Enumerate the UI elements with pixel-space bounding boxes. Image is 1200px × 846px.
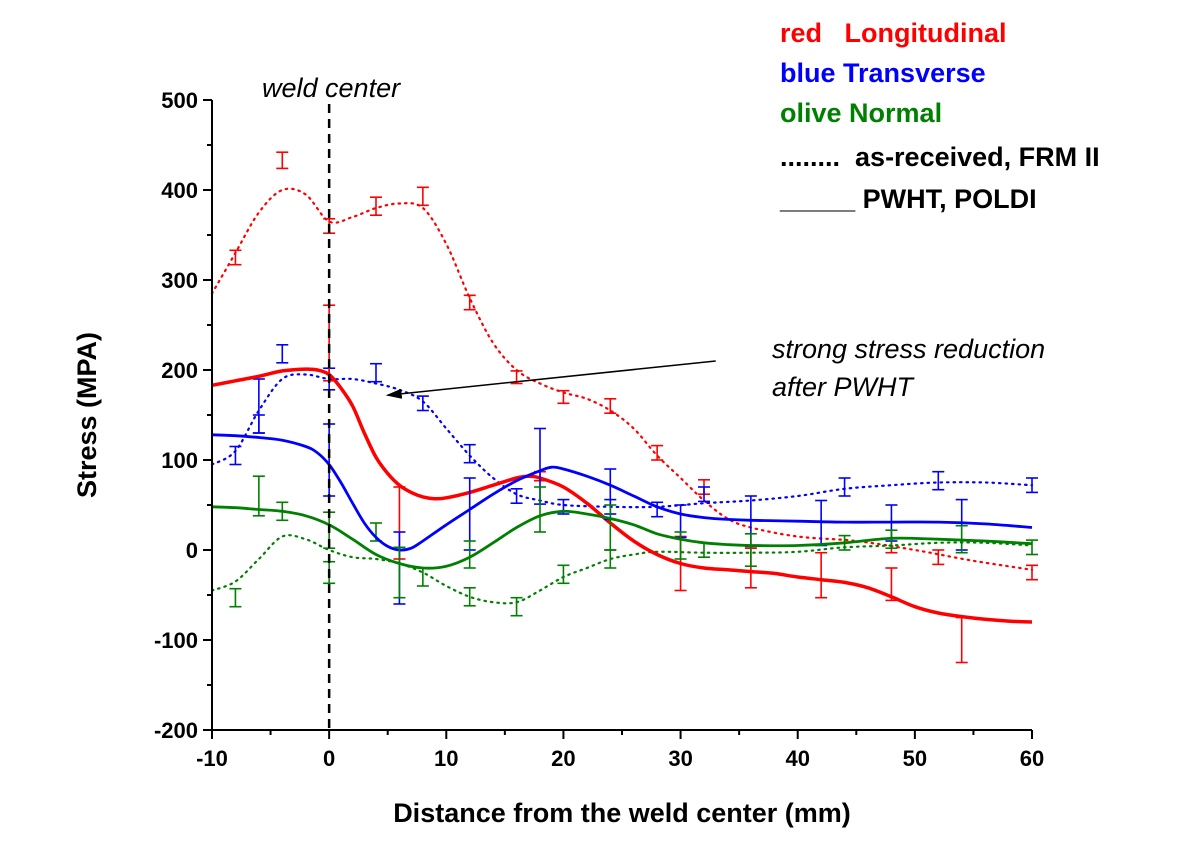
legend-prefix: olive (780, 98, 842, 128)
stress-reduction-label-line2: after PWHT (772, 372, 916, 402)
legend-entry-normal: olive Normal (780, 98, 942, 128)
y-tick-label: -200 (154, 718, 198, 743)
error-bar (674, 531, 687, 560)
error-bar (698, 541, 710, 559)
legend-gap (842, 98, 850, 128)
legend-gap (822, 18, 845, 48)
error-bar (393, 546, 406, 599)
error-bar (463, 443, 476, 464)
error-bar (885, 567, 898, 602)
error-bar (463, 477, 476, 551)
x-tick-label: 60 (1020, 746, 1044, 771)
error-bar (557, 389, 570, 405)
legend-label: PWHT, POLDI (863, 184, 1037, 214)
error-bar (463, 586, 476, 607)
y-tick-label: 200 (161, 358, 198, 383)
error-bar (416, 567, 429, 587)
x-tick-label: 20 (551, 746, 575, 771)
error-bar (744, 532, 757, 568)
legend-gap (840, 142, 855, 172)
error-bar (510, 487, 523, 505)
series-line (211, 433, 1033, 552)
error-bar (276, 151, 289, 170)
x-tick-label: 10 (434, 746, 458, 771)
annotation-layer (327, 104, 716, 730)
error-bar (229, 587, 242, 608)
series-line (210, 534, 1034, 605)
error-bar (698, 486, 710, 503)
error-bar (932, 470, 945, 491)
legend-entry-transverse: blue Transverse (780, 58, 986, 88)
y-tick-label: -100 (154, 628, 198, 653)
error-bar (416, 186, 429, 207)
error-bar (815, 551, 828, 599)
x-axis-title: Distance from the weld center (mm) (393, 798, 851, 828)
stress-reduction-label-line1: strong stress reduction (772, 334, 1045, 364)
error-bar (651, 444, 664, 461)
error-bar (463, 294, 476, 311)
error-bar (416, 395, 429, 412)
series-layer (210, 151, 1038, 664)
error-bar (252, 475, 265, 517)
x-tick-label: -10 (196, 746, 228, 771)
error-bar (955, 616, 968, 664)
legend: red Longitudinal blue Transverse olive N… (779, 18, 1100, 214)
error-bar (557, 564, 570, 585)
stress-reduction-arrow (385, 360, 716, 399)
y-tick-label: 300 (161, 268, 198, 293)
weld-center-label: weld center (262, 73, 401, 103)
legend-prefix: red (780, 18, 822, 48)
y-axis-title: Stress (MPA) (72, 332, 102, 498)
series-line (211, 505, 1033, 570)
x-tick-label: 0 (323, 746, 335, 771)
y-tick-label: 0 (186, 538, 198, 563)
error-bar (604, 504, 617, 551)
x-tick-label: 40 (785, 746, 809, 771)
error-bar (838, 477, 851, 497)
legend-gap (836, 58, 844, 88)
x-tick-label: 50 (903, 746, 927, 771)
error-bar (276, 343, 289, 364)
error-bar (370, 362, 382, 383)
error-bar (534, 486, 546, 533)
legend-entry-as-received: ........ as-received, FRM II (780, 142, 1100, 172)
error-bar (463, 540, 476, 569)
error-bar (252, 414, 265, 434)
legend-prefix: blue (780, 58, 836, 88)
series-normal-as-received-frm-ii (210, 501, 1038, 617)
error-bar (229, 249, 242, 266)
error-bar (604, 549, 617, 569)
error-bar (604, 397, 617, 415)
series-transverse-pwht-poldi (211, 414, 1033, 605)
series-normal-pwht-poldi (211, 475, 1033, 599)
error-bar (370, 196, 382, 216)
legend-gap (855, 184, 863, 214)
error-bar (1026, 477, 1038, 494)
legend-label: Transverse (843, 58, 986, 88)
error-bar (1026, 564, 1038, 581)
legend-prefix: _____ (779, 184, 856, 214)
legend-label: Normal (849, 98, 942, 128)
error-bar (932, 549, 945, 566)
x-tick-label: 30 (668, 746, 692, 771)
series-line (210, 187, 1034, 571)
error-bar (885, 529, 898, 550)
error-bar (229, 445, 242, 466)
error-bar (955, 524, 968, 554)
y-tick-label: 100 (161, 448, 198, 473)
legend-entry-pwht: _____ PWHT, POLDI (779, 184, 1037, 214)
error-bar (510, 596, 523, 617)
error-bar (651, 501, 664, 518)
y-tick-label: 500 (161, 88, 198, 113)
legend-prefix: ........ (780, 142, 840, 172)
y-tick-label: 400 (161, 178, 198, 203)
series-longitudinal-as-received-frm-ii (210, 151, 1038, 581)
legend-label: as-received, FRM II (855, 142, 1100, 172)
legend-label: Longitudinal (845, 18, 1007, 48)
legend-entry-longitudinal: red Longitudinal (780, 18, 1007, 48)
